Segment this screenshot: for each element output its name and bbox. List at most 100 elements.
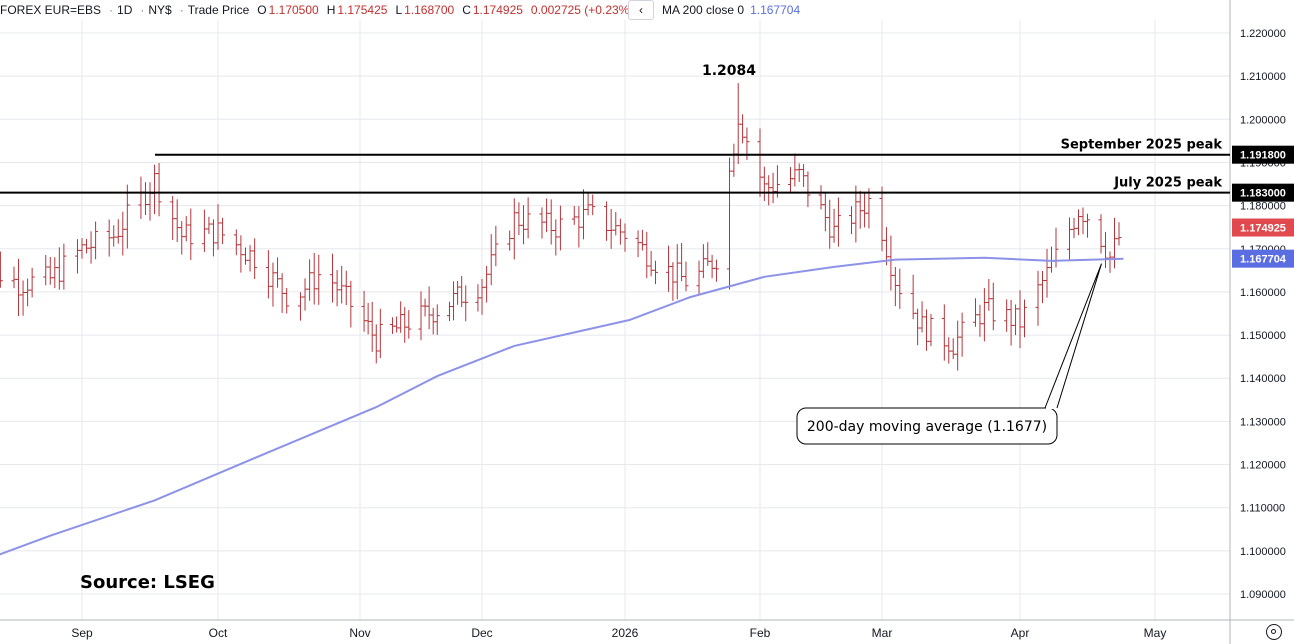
ohlc-bar [84, 238, 90, 254]
ohlc-bar [576, 206, 582, 248]
ohlc-bar [52, 257, 58, 289]
y-tick-label: 1.150000 [1240, 330, 1286, 342]
ohlc-bar [56, 247, 62, 290]
ma-legend-value: 1.167704 [750, 3, 801, 17]
x-tick-label: Mar [872, 626, 893, 640]
ohlc-bar [334, 270, 340, 307]
ohlc-bar [111, 225, 117, 247]
ohlc-bar [674, 244, 680, 300]
x-tick-label: Feb [750, 626, 771, 640]
ohlc-bar [25, 278, 31, 307]
ohlc-bar [705, 242, 711, 266]
ma-callout-box [796, 407, 1058, 445]
symbol-name[interactable]: FOREX EUR=EBS [0, 3, 102, 17]
ohlc-bar [670, 262, 676, 301]
ohlc-bar [47, 257, 53, 285]
ohlc-bar [1112, 217, 1117, 269]
ohlc-bar [648, 251, 654, 277]
change-value: 0.002725 (+0.23%) [530, 3, 634, 17]
ohlc-bar [571, 205, 577, 225]
ohlc-bar [373, 324, 379, 364]
ohlc-bar [238, 235, 244, 273]
ohlc-bar [516, 202, 522, 236]
ohlc-bar [590, 194, 596, 216]
july-peak-label: July 2025 peak [1113, 176, 1222, 191]
open-label: O [257, 3, 267, 17]
y-tick-label: 1.160000 [1240, 287, 1286, 299]
ohlc-bar [270, 262, 276, 307]
ohlc-bar [488, 234, 494, 286]
y-tick-label: 1.120000 [1240, 460, 1286, 472]
ohlc-bar [188, 208, 194, 261]
ohlc-bar [849, 206, 854, 235]
open-value: 1.170500 [268, 3, 319, 17]
last-price-badge-text: 1.174925 [1240, 223, 1286, 235]
ohlc-bar [426, 286, 432, 330]
ohlc-bar [74, 239, 80, 274]
ohlc-bar [990, 282, 996, 331]
ohlc-bar [11, 266, 17, 289]
price-badge-text: 1.183000 [1240, 188, 1286, 200]
ohlc-bar [210, 219, 216, 257]
y-tick-label: 1.090000 [1240, 589, 1286, 601]
ohlc-bar [369, 301, 375, 352]
ohlc-bar [252, 238, 258, 279]
interval[interactable]: 1D [117, 3, 133, 17]
ohlc-bar [1067, 217, 1072, 261]
gear-icon[interactable] [1266, 624, 1282, 640]
ohlc-bar [792, 153, 798, 187]
ohlc-bar [233, 229, 239, 256]
x-tick-label: Oct [209, 626, 228, 640]
ohlc-bar [430, 307, 436, 335]
y-tick-label: 1.200000 [1240, 114, 1286, 126]
x-tick-label: Dec [471, 626, 492, 640]
ohlc-bar [422, 298, 428, 317]
ohlc-bar [434, 304, 440, 335]
ohlc-bar [788, 167, 793, 193]
ohlc-bar [138, 176, 144, 219]
close-value: 1.174925 [472, 3, 523, 17]
ohlc-bar [892, 266, 898, 307]
ohlc-bar [302, 278, 308, 311]
ohlc-bar [418, 291, 424, 341]
ohlc-bar [644, 231, 650, 279]
ohlc-bar [580, 189, 586, 240]
price-type: Trade Price [187, 3, 250, 17]
ohlc-bar [183, 216, 189, 242]
ohlc-bar [284, 287, 290, 314]
price-badge-bg [1232, 183, 1294, 202]
ohlc-bar [142, 182, 148, 215]
ma-badge-text: 1.167704 [1240, 254, 1287, 266]
ohlc-bar [888, 235, 894, 291]
ohlc-bar [928, 313, 934, 347]
ohlc-bar [955, 320, 961, 371]
ohlc-bar [0, 251, 3, 288]
ohlc-bar [279, 273, 285, 313]
ohlc-bar [1098, 214, 1104, 254]
ohlc-bar [493, 225, 499, 267]
collapse-legend-button[interactable]: ‹ [628, 0, 654, 20]
ohlc-bar [548, 199, 554, 245]
ohlc-bar [831, 208, 837, 243]
ohlc-bar [557, 205, 563, 251]
ohlc-bar [1035, 270, 1041, 326]
ohlc-bar [553, 219, 559, 256]
ohlc-bar [275, 257, 281, 288]
ohlc-bar [507, 230, 513, 251]
ohlc-bar [666, 245, 672, 292]
high-label: H [326, 3, 336, 17]
ohlc-bar [242, 247, 248, 265]
ma-legend[interactable]: MA 200 close 0 1.167704 [662, 0, 800, 20]
ohlc-bar [525, 197, 531, 239]
ohlc-bar [946, 337, 952, 364]
ohlc-bar [215, 204, 221, 250]
ohlc-bar [1103, 231, 1108, 269]
ohlc-bar [604, 201, 610, 241]
ohlc-bar [402, 307, 408, 343]
ohlc-bar [394, 316, 400, 333]
ohlc-bar [365, 302, 371, 335]
ohlc-bar [1107, 251, 1113, 273]
ohlc-bar [124, 184, 130, 249]
ohlc-bar [311, 252, 317, 305]
